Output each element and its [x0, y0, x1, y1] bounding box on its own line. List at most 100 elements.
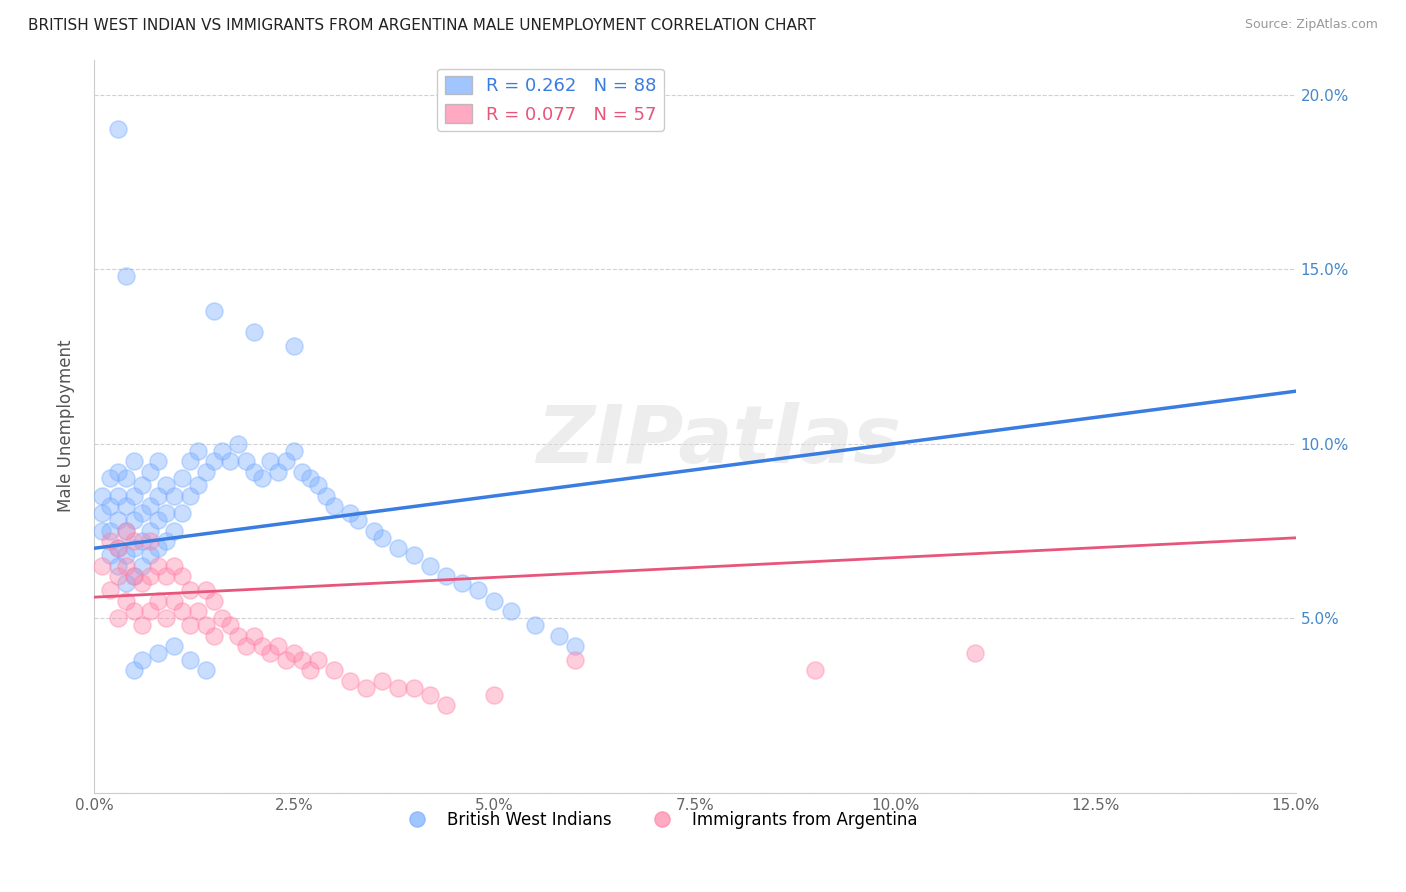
Point: [163, 593, 186, 607]
Point: [131, 653, 153, 667]
Point: [187, 604, 209, 618]
Point: [299, 664, 322, 678]
Point: [131, 507, 153, 521]
Point: [339, 673, 361, 688]
Point: [122, 513, 145, 527]
Point: [291, 653, 314, 667]
Point: [250, 639, 273, 653]
Point: [155, 611, 177, 625]
Point: [98, 549, 121, 563]
Point: [484, 593, 506, 607]
Point: [259, 454, 281, 468]
Point: [115, 524, 138, 538]
Point: [131, 618, 153, 632]
Point: [98, 471, 121, 485]
Point: [965, 646, 987, 660]
Point: [146, 646, 169, 660]
Point: [564, 653, 586, 667]
Point: [139, 604, 162, 618]
Point: [146, 454, 169, 468]
Point: [115, 268, 138, 283]
Point: [371, 673, 394, 688]
Point: [404, 549, 426, 563]
Point: [259, 646, 281, 660]
Point: [347, 513, 370, 527]
Point: [107, 569, 129, 583]
Point: [91, 489, 114, 503]
Point: [283, 339, 305, 353]
Point: [436, 698, 458, 713]
Point: [387, 541, 409, 556]
Y-axis label: Male Unemployment: Male Unemployment: [58, 340, 75, 512]
Point: [267, 639, 290, 653]
Point: [98, 524, 121, 538]
Point: [211, 443, 233, 458]
Point: [122, 489, 145, 503]
Point: [523, 618, 546, 632]
Point: [122, 534, 145, 549]
Point: [131, 558, 153, 573]
Point: [107, 513, 129, 527]
Point: [202, 629, 225, 643]
Point: [115, 500, 138, 514]
Point: [267, 465, 290, 479]
Point: [323, 664, 346, 678]
Point: [115, 576, 138, 591]
Point: [146, 489, 169, 503]
Point: [467, 583, 489, 598]
Point: [195, 664, 218, 678]
Point: [131, 576, 153, 591]
Point: [139, 524, 162, 538]
Point: [179, 583, 201, 598]
Legend: British West Indians, Immigrants from Argentina: British West Indians, Immigrants from Ar…: [394, 805, 924, 836]
Point: [163, 489, 186, 503]
Point: [155, 569, 177, 583]
Point: [291, 465, 314, 479]
Point: [211, 611, 233, 625]
Point: [804, 664, 827, 678]
Point: [107, 465, 129, 479]
Point: [107, 611, 129, 625]
Text: Source: ZipAtlas.com: Source: ZipAtlas.com: [1244, 18, 1378, 31]
Point: [170, 507, 193, 521]
Point: [202, 593, 225, 607]
Point: [139, 534, 162, 549]
Point: [146, 593, 169, 607]
Point: [163, 558, 186, 573]
Point: [139, 500, 162, 514]
Point: [155, 507, 177, 521]
Point: [202, 304, 225, 318]
Point: [243, 325, 266, 339]
Point: [250, 471, 273, 485]
Text: BRITISH WEST INDIAN VS IMMIGRANTS FROM ARGENTINA MALE UNEMPLOYMENT CORRELATION C: BRITISH WEST INDIAN VS IMMIGRANTS FROM A…: [28, 18, 815, 33]
Point: [139, 549, 162, 563]
Point: [98, 583, 121, 598]
Point: [146, 558, 169, 573]
Point: [187, 443, 209, 458]
Point: [131, 478, 153, 492]
Point: [91, 507, 114, 521]
Point: [179, 618, 201, 632]
Point: [115, 593, 138, 607]
Point: [243, 465, 266, 479]
Point: [419, 688, 441, 702]
Point: [299, 471, 322, 485]
Point: [226, 436, 249, 450]
Point: [283, 646, 305, 660]
Text: ZIPatlas: ZIPatlas: [536, 401, 901, 480]
Point: [235, 639, 257, 653]
Point: [179, 653, 201, 667]
Point: [170, 604, 193, 618]
Point: [436, 569, 458, 583]
Point: [122, 569, 145, 583]
Point: [163, 639, 186, 653]
Point: [122, 664, 145, 678]
Point: [122, 604, 145, 618]
Point: [146, 513, 169, 527]
Point: [219, 454, 242, 468]
Point: [115, 524, 138, 538]
Point: [547, 629, 569, 643]
Point: [339, 507, 361, 521]
Point: [219, 618, 242, 632]
Point: [122, 569, 145, 583]
